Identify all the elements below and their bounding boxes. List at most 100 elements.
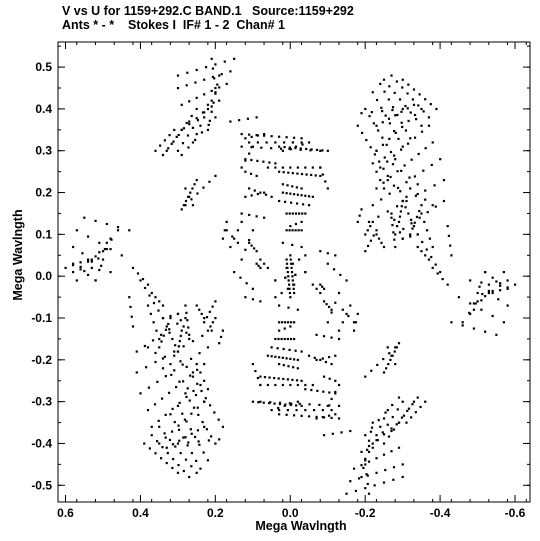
uv-point <box>371 91 374 94</box>
uv-point <box>278 363 281 366</box>
uv-point <box>291 378 294 381</box>
uv-point <box>281 383 284 387</box>
uv-point <box>270 346 273 349</box>
uv-point <box>135 350 138 353</box>
uv-point <box>301 212 304 215</box>
uv-point <box>402 414 406 417</box>
uv-point <box>398 98 402 101</box>
uv-point <box>366 244 370 248</box>
uv-point <box>484 271 487 274</box>
uv-point <box>83 269 86 273</box>
uv-point <box>189 357 193 360</box>
uv-point <box>364 375 367 378</box>
uv-point <box>291 243 294 247</box>
uv-point <box>204 66 208 69</box>
uv-point <box>378 160 381 163</box>
uv-point <box>221 237 225 240</box>
uv-point <box>248 238 251 242</box>
uv-point <box>218 342 221 345</box>
uv-point <box>190 465 193 468</box>
uv-point <box>375 187 378 190</box>
uv-point <box>262 401 265 404</box>
uv-point <box>392 184 396 187</box>
uv-point <box>474 302 477 305</box>
uv-point <box>240 145 243 148</box>
uv-point <box>245 282 248 285</box>
uv-point <box>334 254 337 257</box>
uv-point <box>214 317 217 320</box>
uv-point <box>86 273 90 276</box>
uv-point <box>188 337 191 341</box>
uv-point <box>233 237 236 240</box>
uv-point <box>300 414 303 417</box>
uv-point <box>164 375 167 378</box>
uv-point <box>283 146 286 149</box>
uv-point <box>75 229 78 232</box>
uv-point <box>416 245 419 249</box>
uv-point <box>300 379 303 382</box>
uv-point <box>330 336 333 339</box>
uv-point <box>360 475 363 479</box>
uv-point <box>385 143 388 146</box>
uv-point <box>199 467 202 470</box>
uv-point <box>356 220 359 224</box>
uv-point <box>150 291 153 295</box>
uv-point <box>472 327 476 330</box>
uv-point <box>64 266 67 270</box>
uv-point <box>186 387 189 390</box>
uv-point <box>206 128 210 132</box>
uv-point <box>289 192 292 195</box>
uv-point <box>161 446 164 449</box>
uv-point <box>90 258 93 261</box>
uv-point <box>101 258 105 261</box>
uv-point <box>476 291 479 295</box>
uv-point <box>190 198 193 201</box>
uv-point <box>208 310 211 313</box>
uv-point <box>143 344 146 348</box>
uv-point <box>105 248 108 251</box>
uv-point <box>431 141 434 144</box>
uv-point <box>152 301 156 305</box>
uv-point <box>185 331 188 334</box>
uv-point <box>164 413 167 416</box>
uv-point <box>291 185 294 188</box>
uv-point <box>90 266 93 270</box>
uv-point <box>263 376 267 379</box>
uv-point <box>300 187 303 190</box>
uv-point <box>401 125 404 129</box>
uv-point <box>356 124 359 127</box>
uv-point <box>152 321 155 324</box>
uv-point <box>208 180 211 183</box>
uv-point <box>418 93 421 96</box>
uv-point <box>177 463 180 467</box>
uv-point <box>392 428 396 431</box>
uv-point <box>217 418 220 421</box>
uv-point <box>202 186 205 189</box>
uv-point <box>207 439 210 442</box>
uv-point <box>396 225 399 228</box>
uv-point <box>259 258 262 261</box>
uv-point <box>169 413 172 416</box>
uv-point <box>435 107 438 111</box>
y-tick-label: 0.0 <box>35 269 52 283</box>
uv-point <box>376 438 379 442</box>
uv-point <box>366 448 369 451</box>
uv-point <box>286 184 289 187</box>
uv-point <box>281 183 284 186</box>
uv-point <box>182 325 185 328</box>
uv-point <box>203 379 206 382</box>
uv-point <box>192 406 196 409</box>
uv-point <box>379 425 382 428</box>
uv-point <box>259 383 262 387</box>
uv-point <box>268 161 271 164</box>
uv-point <box>367 220 371 224</box>
uv-point <box>296 358 299 362</box>
uv-point <box>484 295 487 298</box>
uv-point <box>382 245 386 249</box>
uv-point <box>180 208 183 211</box>
uv-point <box>244 195 247 198</box>
uv-point <box>431 245 434 249</box>
uv-point <box>315 148 319 151</box>
uv-point <box>263 216 266 219</box>
uv-point <box>404 129 408 132</box>
